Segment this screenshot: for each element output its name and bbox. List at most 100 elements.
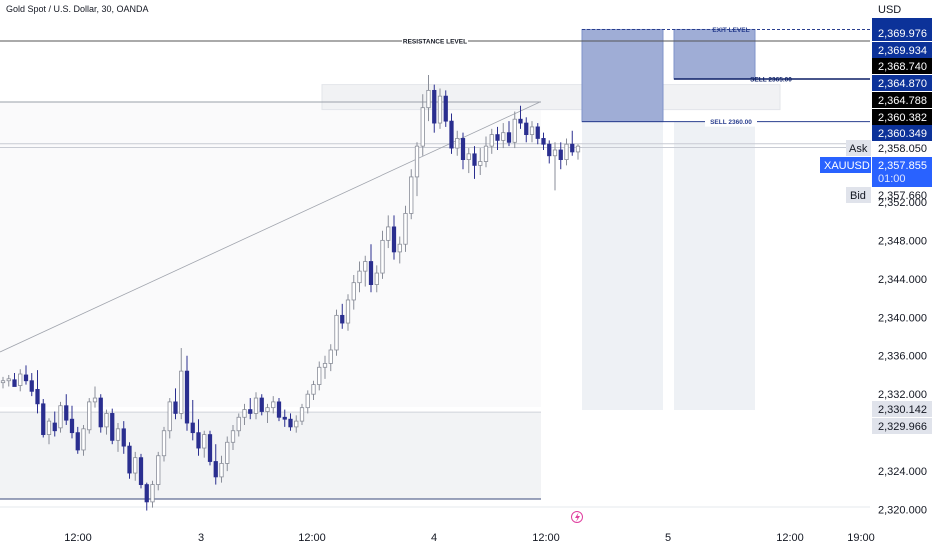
candle-body[interactable]	[23, 374, 29, 382]
candle-body[interactable]	[334, 314, 339, 351]
candle-body[interactable]	[230, 430, 236, 443]
candle-body[interactable]	[391, 226, 397, 253]
candle-body[interactable]	[236, 416, 241, 432]
candle-body[interactable]	[196, 432, 201, 449]
candle-body[interactable]	[443, 95, 448, 122]
short-position-zone[interactable]	[673, 28, 756, 80]
candle-body[interactable]	[133, 457, 138, 474]
candle-body[interactable]	[501, 132, 506, 141]
candle-body[interactable]	[219, 463, 224, 478]
candle-body[interactable]	[150, 484, 155, 503]
candle-body[interactable]	[455, 138, 460, 149]
candle-body[interactable]	[552, 149, 558, 157]
candle-body[interactable]	[397, 243, 402, 253]
candle-body[interactable]	[311, 384, 316, 395]
candle-body[interactable]	[380, 239, 385, 274]
candle-body[interactable]	[432, 89, 437, 124]
candle-body[interactable]	[41, 403, 46, 435]
candle-body[interactable]	[483, 145, 489, 162]
candle-body[interactable]	[466, 153, 471, 161]
candle-body[interactable]	[322, 363, 328, 368]
candle-body[interactable]	[248, 409, 253, 414]
candle-body[interactable]	[478, 161, 483, 166]
candle-body[interactable]	[12, 379, 17, 387]
candle-body[interactable]	[0, 380, 6, 384]
candle-body[interactable]	[529, 126, 535, 136]
candle-body[interactable]	[345, 299, 351, 324]
candle-body[interactable]	[75, 432, 80, 451]
candle-body[interactable]	[282, 416, 287, 420]
candle-body[interactable]	[363, 261, 368, 272]
candle-body[interactable]	[276, 401, 282, 418]
candle-body[interactable]	[472, 153, 477, 166]
candle-body[interactable]	[357, 270, 362, 284]
candle-body[interactable]	[489, 134, 494, 147]
candle-body[interactable]	[58, 405, 63, 429]
candle-body[interactable]	[495, 134, 500, 141]
candle-body[interactable]	[265, 407, 270, 412]
candle-body[interactable]	[202, 434, 207, 449]
candle-body[interactable]	[92, 397, 98, 403]
candle-body[interactable]	[127, 445, 132, 474]
candle-body[interactable]	[328, 349, 333, 364]
candle-body[interactable]	[437, 95, 443, 124]
candle-body[interactable]	[575, 145, 581, 153]
candle-body[interactable]	[374, 272, 379, 285]
candle-body[interactable]	[426, 89, 431, 109]
candle-body[interactable]	[535, 126, 540, 139]
candle-body[interactable]	[317, 366, 322, 385]
candle-body[interactable]	[409, 176, 414, 214]
candle-body[interactable]	[524, 122, 529, 136]
candle-body[interactable]	[420, 107, 425, 147]
short-position-zone[interactable]	[581, 28, 664, 123]
candle-body[interactable]	[64, 405, 69, 421]
candle-body[interactable]	[161, 430, 167, 457]
candle-body[interactable]	[305, 393, 310, 409]
candle-body[interactable]	[69, 418, 75, 434]
candle-body[interactable]	[104, 413, 109, 428]
candle-body[interactable]	[6, 378, 11, 382]
candle-body[interactable]	[242, 409, 247, 418]
candle-body[interactable]	[35, 388, 40, 405]
candle-body[interactable]	[52, 422, 57, 432]
candle-body[interactable]	[29, 380, 34, 392]
candle-body[interactable]	[512, 118, 517, 143]
candle-body[interactable]	[144, 484, 149, 503]
candle-body[interactable]	[351, 282, 356, 301]
candle-body[interactable]	[564, 143, 569, 161]
candle-body[interactable]	[156, 455, 161, 485]
candle-body[interactable]	[299, 407, 305, 422]
candle-body[interactable]	[184, 370, 190, 424]
candle-body[interactable]	[368, 261, 374, 285]
candle-body[interactable]	[449, 120, 454, 149]
candle-body[interactable]	[403, 213, 408, 245]
candle-body[interactable]	[179, 370, 184, 414]
candle-body[interactable]	[340, 314, 345, 324]
candle-body[interactable]	[190, 422, 195, 434]
candle-body[interactable]	[87, 401, 92, 431]
candle-body[interactable]	[541, 138, 546, 145]
candle-body[interactable]	[207, 434, 213, 462]
candle-body[interactable]	[259, 397, 264, 412]
candle-body[interactable]	[288, 418, 293, 428]
candle-body[interactable]	[46, 420, 52, 435]
candle-body[interactable]	[386, 226, 391, 241]
lightning-icon[interactable]	[571, 511, 583, 523]
candle-body[interactable]	[213, 461, 218, 478]
candle-body[interactable]	[294, 420, 299, 428]
candle-body[interactable]	[271, 401, 276, 409]
candle-body[interactable]	[518, 118, 523, 124]
candle-body[interactable]	[506, 132, 512, 143]
candle-body[interactable]	[460, 138, 466, 161]
candle-body[interactable]	[225, 441, 230, 464]
candle-body[interactable]	[173, 401, 178, 414]
candle-body[interactable]	[138, 457, 144, 485]
candle-body[interactable]	[121, 428, 126, 447]
candle-body[interactable]	[547, 143, 552, 157]
candle-body[interactable]	[167, 401, 172, 432]
candle-body[interactable]	[18, 373, 23, 386]
candle-body[interactable]	[558, 149, 563, 161]
candle-body[interactable]	[81, 428, 86, 451]
candle-body[interactable]	[253, 397, 259, 414]
